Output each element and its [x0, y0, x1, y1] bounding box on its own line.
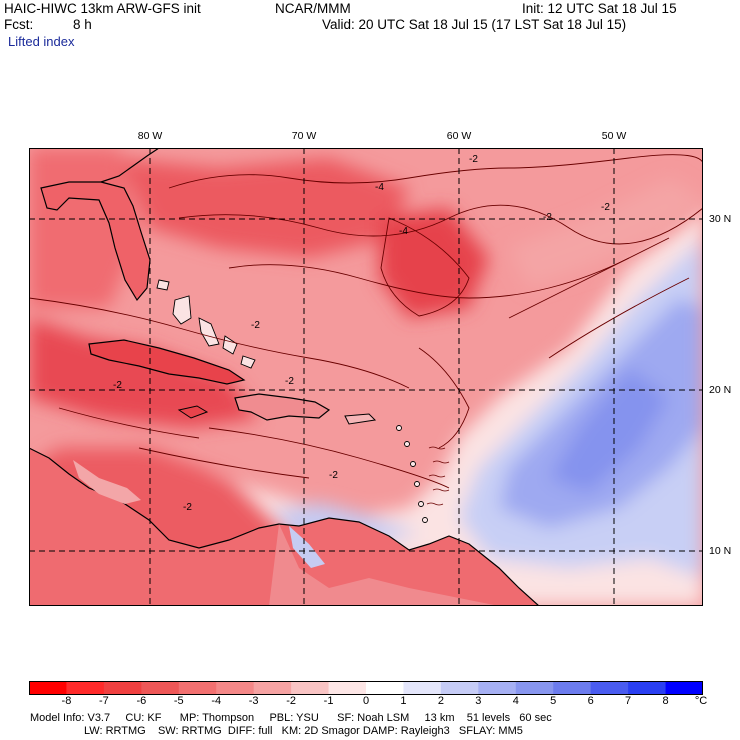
legend-tick: 2 [437, 695, 444, 707]
jamaica-coast [177, 405, 209, 419]
legend-tick: 3 [475, 695, 482, 707]
legend-swatch [478, 681, 517, 695]
init-time: Init: 12 UTC Sat 18 Jul 15 [522, 1, 677, 16]
contour-label: -2 [183, 502, 192, 513]
valid-time: Valid: 20 UTC Sat 18 Jul 15 (17 LST Sat … [322, 17, 627, 32]
center-label: NCAR/MMM [275, 1, 351, 16]
legend-tick: -6 [136, 695, 147, 707]
legend-bar [29, 681, 704, 695]
contour-label: -2 [285, 376, 294, 387]
puerto-rico-coast [344, 413, 377, 425]
contour-label: -2 [329, 470, 338, 481]
legend-swatch [328, 681, 367, 695]
cuba-coast [88, 339, 246, 385]
legend-swatch [553, 681, 592, 695]
model-title: HAIC-HIWC 13km ARW-GFS init [4, 1, 201, 16]
model-info-line1: Model Info: V3.7 CU: KF MP: Thompson PBL… [30, 712, 552, 724]
legend-tick: 6 [587, 695, 594, 707]
maracaibo-stable [289, 526, 325, 568]
graticule [29, 148, 703, 606]
legend-swatch [628, 681, 667, 695]
legend-tick: -1 [323, 695, 334, 707]
legend-swatch [141, 681, 180, 695]
legend-frame [29, 681, 703, 695]
legend-swatch [440, 681, 479, 695]
legend-swatch [665, 681, 704, 695]
legend-swatch [291, 681, 330, 695]
contour-label: -2 [601, 202, 610, 213]
legend-swatch [66, 681, 105, 695]
contour-label: -2 [469, 154, 478, 165]
contours [29, 154, 703, 489]
legend-swatch [103, 681, 142, 695]
map-canvas: -4 -2 -2 -2 -2 -4 -2 -2 -2 -2 [29, 148, 703, 606]
lat-label-30n: 30 N [709, 213, 732, 225]
contour-label: -4 [399, 226, 408, 237]
color-legend [29, 681, 704, 695]
lon-label-60w: 60 W [446, 130, 472, 142]
lon-label-50w: 50 W [601, 130, 627, 142]
legend-tick: 0 [362, 695, 370, 707]
legend-swatch [590, 681, 629, 695]
legend-tick: -7 [98, 695, 109, 707]
legend-tick: 5 [550, 695, 557, 707]
lon-label-80w: 80 W [137, 130, 163, 142]
contour-label: -2 [543, 212, 552, 223]
contour-stipple [426, 446, 450, 506]
legend-swatch [366, 681, 404, 695]
hispaniola-coast [234, 393, 331, 421]
model-info-line2: LW: RRTMG SW: RRTMG DIFF: full KM: 2D Sm… [84, 725, 523, 737]
contour-label: -4 [375, 182, 384, 193]
forecast-label: Fcst: [4, 17, 34, 32]
us-coast [100, 148, 160, 183]
lifted-index-map: -4 -2 -2 -2 -2 -4 -2 -2 -2 -2 [29, 148, 703, 606]
south-america-interior [269, 524, 499, 606]
legend-unit: °C [694, 695, 708, 707]
lat-label-20n: 20 N [709, 384, 732, 396]
stable-region [199, 208, 703, 606]
legend-swatch [403, 681, 442, 695]
legend-tick: -3 [248, 695, 259, 707]
legend-swatch [178, 681, 217, 695]
legend-tick: -8 [61, 695, 72, 707]
forecast-hour: 8 h [73, 17, 92, 32]
central-america-weak [73, 460, 141, 504]
legend-tick: -5 [173, 695, 184, 707]
legend-tick: 1 [400, 695, 407, 707]
bahamas [156, 279, 256, 369]
contour-label: -2 [251, 320, 260, 331]
contour-label: -2 [113, 380, 122, 391]
lesser-antilles [396, 425, 428, 523]
legend-swatch [29, 681, 67, 695]
lon-label-70w: 70 W [291, 130, 317, 142]
map-frame [29, 148, 703, 606]
legend-tick: -4 [211, 695, 222, 707]
lat-label-10n: 10 N [709, 545, 732, 557]
legend-tick: 7 [625, 695, 632, 707]
legend-swatch [253, 681, 292, 695]
legend-tick: -2 [286, 695, 296, 707]
legend-tick: 4 [512, 695, 519, 707]
florida-coast [40, 181, 151, 302]
legend-swatch [515, 681, 554, 695]
legend-swatch [216, 681, 255, 695]
legend-tick: 8 [662, 695, 669, 707]
field-name: Lifted index [8, 34, 75, 49]
